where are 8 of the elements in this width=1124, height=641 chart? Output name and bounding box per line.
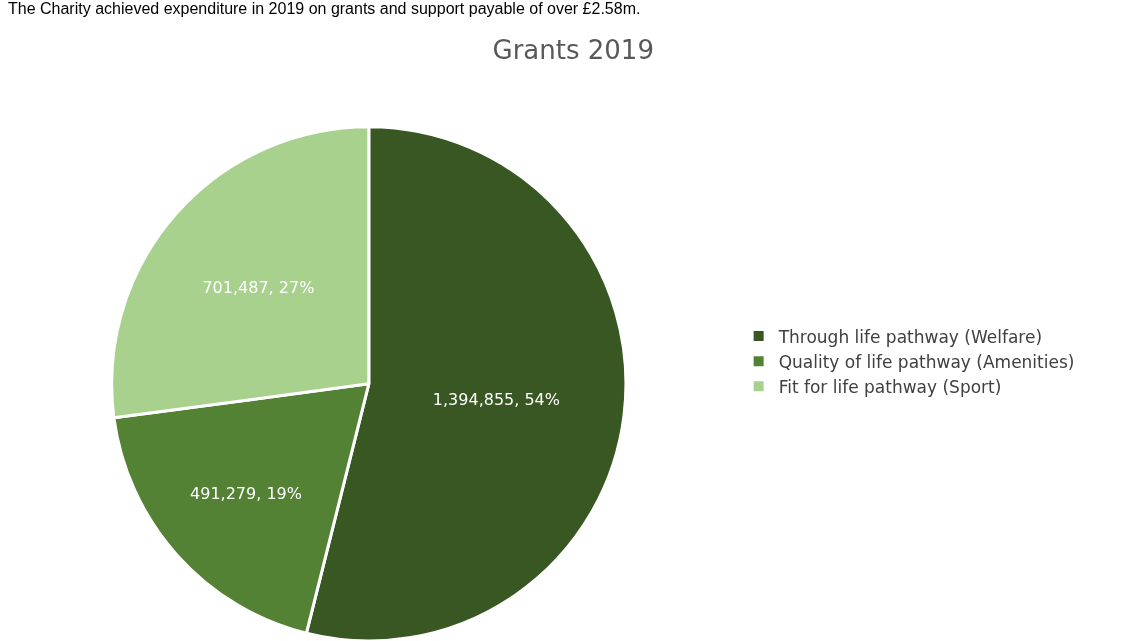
legend-label: Fit for life pathway (Sport) (778, 376, 1002, 397)
legend-label: Through life pathway (Welfare) (777, 326, 1043, 347)
text: The Charity achieved expenditure in 2019 on grants and support payable of over £2.58m. (8, 0, 641, 18)
data-label: 491,279, 19% (190, 484, 302, 504)
chart-title: Grants 2019 (492, 34, 654, 65)
data-label: 701,487, 27% (202, 277, 315, 297)
legend-label: Quality of life pathway (Amenities) (778, 351, 1075, 372)
data-label: 1,394,855, 54% (432, 390, 560, 410)
